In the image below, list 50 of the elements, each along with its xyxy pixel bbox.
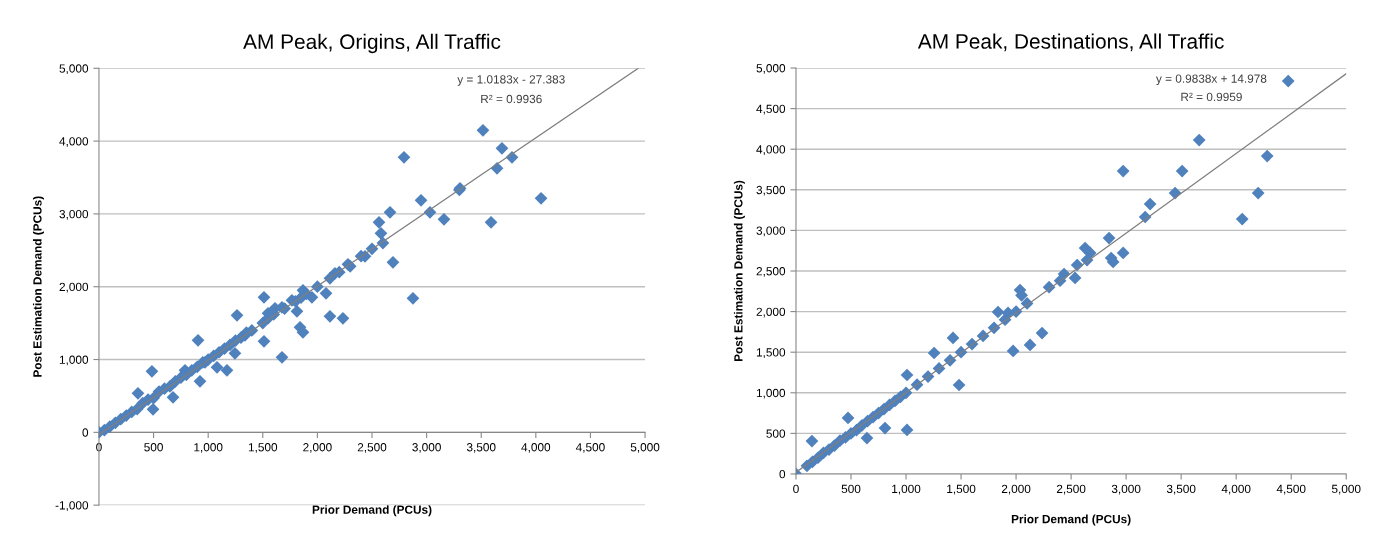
x-tick-label: 5,000 [1331, 484, 1361, 495]
x-tick-label: 2,500 [357, 443, 387, 453]
y-tick-label: 3,500 [756, 185, 786, 196]
x-tick-label: 2,000 [303, 443, 332, 453]
x-tick-label: 2,500 [1056, 484, 1086, 495]
x-axis-title: Prior Demand (PCUs) [1011, 514, 1131, 526]
x-tick-label: 2,000 [1001, 484, 1031, 495]
x-tick-label: 4,500 [575, 443, 605, 453]
x-tick-label: 3,500 [466, 443, 496, 453]
y-tick-label: 4,000 [756, 145, 786, 155]
y-tick-label: 4,500 [756, 104, 786, 115]
x-tick-label: 3,000 [1111, 484, 1141, 495]
x-tick-label: 4,500 [1276, 484, 1306, 495]
x-tick-label: 1,500 [248, 443, 278, 453]
y-tick-label: 1,000 [756, 388, 786, 399]
y-tick-label: 1,500 [756, 348, 786, 358]
x-tick-label: 500 [144, 443, 163, 452]
x-tick-label: 3,500 [1166, 484, 1196, 495]
y-tick-label: 5,000 [59, 64, 89, 75]
y-tick-label: 2,500 [756, 267, 786, 277]
x-tick-label: 1,000 [194, 443, 223, 453]
y-tick-label: 0 [82, 428, 89, 437]
y-tick-label: 0 [779, 470, 786, 479]
y-axis-title: Post Estimation Demand (PCUs) [32, 196, 44, 377]
y-tick-label: 3,000 [756, 226, 786, 237]
x-tick-label: 4,000 [1221, 484, 1251, 495]
annotation: y = 1.0183x - 27.383 [457, 75, 565, 86]
y-tick-label: 1,000 [59, 355, 89, 366]
x-axis-title: Prior Demand (PCUs) [312, 505, 432, 517]
y-tick-label: 500 [766, 429, 786, 438]
y-tick-label: 2,000 [59, 282, 89, 293]
x-tick-label: 3,000 [412, 443, 441, 453]
x-tick-label: 4,000 [521, 443, 551, 453]
x-tick-label: 1,000 [892, 484, 921, 495]
x-tick-label: 500 [841, 484, 861, 494]
y-tick-label: -1,000 [55, 501, 89, 511]
x-tick-label: 0 [793, 484, 799, 494]
annotation: y = 0.9838x + 14.978 [1155, 74, 1267, 86]
x-tick-label: 5,000 [630, 443, 660, 453]
y-tick-label: 4,000 [59, 137, 89, 147]
y-axis-title: Post Estimation Demand (PCUs) [733, 180, 745, 362]
y-tick-label: 3,000 [59, 209, 89, 220]
annotation: R² = 0.9936 [481, 94, 542, 104]
chart-title: AM Peak, Destinations, All Traffic [917, 33, 1224, 52]
y-tick-label: 5,000 [756, 64, 786, 74]
x-tick-label: 0 [96, 443, 102, 452]
annotation: R² = 0.9959 [1181, 92, 1242, 102]
x-tick-label: 1,500 [947, 484, 976, 495]
y-tick-label: 2,000 [756, 307, 786, 318]
chart-title: AM Peak, Origins, All Traffic [243, 33, 501, 54]
